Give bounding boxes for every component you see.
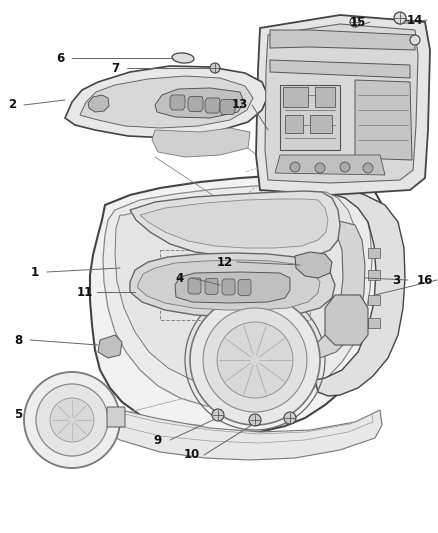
Text: 12: 12 xyxy=(217,255,233,269)
Circle shape xyxy=(284,412,296,424)
Circle shape xyxy=(394,12,406,24)
Polygon shape xyxy=(115,192,357,387)
Polygon shape xyxy=(205,279,218,295)
Circle shape xyxy=(290,162,300,172)
Polygon shape xyxy=(205,98,220,113)
Bar xyxy=(283,87,308,107)
Bar xyxy=(368,318,380,328)
Polygon shape xyxy=(98,405,382,460)
Circle shape xyxy=(203,308,307,412)
Circle shape xyxy=(212,409,224,421)
Bar xyxy=(285,115,303,133)
Text: 14: 14 xyxy=(407,13,423,27)
Polygon shape xyxy=(188,278,201,294)
Bar xyxy=(368,270,380,280)
Polygon shape xyxy=(80,76,253,128)
Bar xyxy=(368,248,380,258)
Polygon shape xyxy=(130,191,340,258)
Circle shape xyxy=(50,398,94,442)
Polygon shape xyxy=(138,260,320,310)
Polygon shape xyxy=(90,174,390,435)
Polygon shape xyxy=(295,252,332,278)
Circle shape xyxy=(315,163,325,173)
Text: 15: 15 xyxy=(350,15,366,28)
Circle shape xyxy=(217,322,293,398)
Polygon shape xyxy=(256,15,430,195)
Polygon shape xyxy=(325,295,368,345)
Text: 7: 7 xyxy=(111,61,119,75)
Text: 1: 1 xyxy=(31,265,39,279)
FancyBboxPatch shape xyxy=(107,407,125,427)
Polygon shape xyxy=(65,66,268,138)
Polygon shape xyxy=(130,253,335,317)
Text: 9: 9 xyxy=(154,433,162,447)
Polygon shape xyxy=(280,85,340,150)
Polygon shape xyxy=(220,100,235,115)
Polygon shape xyxy=(170,95,185,110)
Polygon shape xyxy=(188,96,203,111)
Polygon shape xyxy=(152,128,250,157)
Text: 10: 10 xyxy=(184,448,200,462)
Polygon shape xyxy=(275,155,385,175)
Circle shape xyxy=(249,414,261,426)
Polygon shape xyxy=(98,335,122,358)
Circle shape xyxy=(410,35,420,45)
Bar xyxy=(368,295,380,305)
Polygon shape xyxy=(140,199,328,248)
Polygon shape xyxy=(238,279,251,295)
Polygon shape xyxy=(355,80,412,160)
Polygon shape xyxy=(175,272,290,303)
Text: 5: 5 xyxy=(14,408,22,422)
Circle shape xyxy=(350,17,360,27)
Polygon shape xyxy=(265,24,418,183)
Circle shape xyxy=(190,295,320,425)
Circle shape xyxy=(210,63,220,73)
Text: 6: 6 xyxy=(56,52,64,64)
Text: 11: 11 xyxy=(77,286,93,298)
Text: 13: 13 xyxy=(232,99,248,111)
Polygon shape xyxy=(103,184,372,408)
Text: 2: 2 xyxy=(8,99,16,111)
Text: 16: 16 xyxy=(417,273,433,287)
Ellipse shape xyxy=(172,53,194,63)
Text: 3: 3 xyxy=(392,273,400,287)
Circle shape xyxy=(340,162,350,172)
Circle shape xyxy=(36,384,108,456)
Polygon shape xyxy=(88,95,109,112)
Polygon shape xyxy=(270,60,410,78)
Bar xyxy=(315,87,335,107)
Polygon shape xyxy=(270,30,415,50)
Polygon shape xyxy=(222,279,235,295)
Polygon shape xyxy=(155,88,244,118)
Polygon shape xyxy=(302,220,365,358)
Circle shape xyxy=(24,372,120,468)
Text: 4: 4 xyxy=(176,271,184,285)
Bar xyxy=(310,115,332,133)
Text: 8: 8 xyxy=(14,334,22,346)
Circle shape xyxy=(363,163,373,173)
Polygon shape xyxy=(315,190,405,396)
